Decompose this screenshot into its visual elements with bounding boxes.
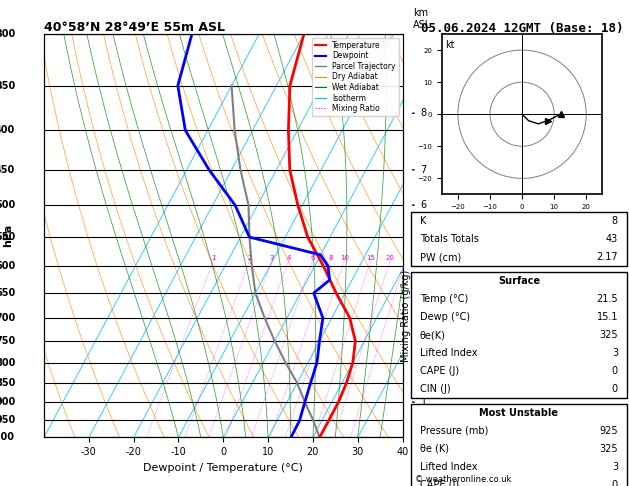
X-axis label: Dewpoint / Temperature (°C): Dewpoint / Temperature (°C) bbox=[143, 463, 303, 473]
Text: CIN (J): CIN (J) bbox=[420, 384, 450, 394]
Text: 800: 800 bbox=[0, 358, 15, 367]
Text: Lifted Index: Lifted Index bbox=[420, 462, 477, 471]
Text: © weatheronline.co.uk: © weatheronline.co.uk bbox=[415, 474, 511, 484]
Text: PW (cm): PW (cm) bbox=[420, 252, 461, 262]
Text: hPa: hPa bbox=[3, 224, 13, 247]
Text: 15: 15 bbox=[366, 255, 375, 260]
Legend: Temperature, Dewpoint, Parcel Trajectory, Dry Adiabat, Wet Adiabat, Isotherm, Mi: Temperature, Dewpoint, Parcel Trajectory… bbox=[311, 38, 399, 116]
Text: 750: 750 bbox=[0, 336, 15, 346]
Text: 900: 900 bbox=[0, 397, 15, 407]
Text: 650: 650 bbox=[0, 288, 15, 298]
Text: 300: 300 bbox=[0, 29, 15, 39]
Text: 325: 325 bbox=[599, 444, 618, 453]
Text: 4: 4 bbox=[286, 255, 291, 260]
Text: Dewp (°C): Dewp (°C) bbox=[420, 312, 470, 322]
Text: kt: kt bbox=[445, 40, 455, 51]
Text: 2: 2 bbox=[420, 358, 426, 367]
Text: 8: 8 bbox=[612, 216, 618, 226]
Text: 7: 7 bbox=[420, 165, 426, 175]
Text: 21.5: 21.5 bbox=[596, 294, 618, 304]
Text: Most Unstable: Most Unstable bbox=[479, 408, 559, 417]
Text: 10: 10 bbox=[340, 255, 349, 260]
Text: 0: 0 bbox=[612, 480, 618, 486]
Text: 925: 925 bbox=[599, 426, 618, 435]
Text: 400: 400 bbox=[0, 125, 15, 136]
FancyBboxPatch shape bbox=[411, 272, 626, 398]
Text: 2: 2 bbox=[247, 255, 252, 260]
Text: θe (K): θe (K) bbox=[420, 444, 449, 453]
Text: 8: 8 bbox=[328, 255, 333, 260]
Text: 850: 850 bbox=[0, 378, 15, 388]
Text: 0: 0 bbox=[612, 384, 618, 394]
Text: K: K bbox=[420, 216, 426, 226]
Text: CAPE (J): CAPE (J) bbox=[420, 480, 459, 486]
Text: 8: 8 bbox=[420, 108, 426, 118]
Text: 700: 700 bbox=[0, 313, 15, 323]
FancyBboxPatch shape bbox=[411, 212, 626, 266]
Text: Temp (°C): Temp (°C) bbox=[420, 294, 468, 304]
Text: 3: 3 bbox=[270, 255, 274, 260]
Text: 500: 500 bbox=[0, 200, 15, 210]
Text: Totals Totals: Totals Totals bbox=[420, 234, 479, 244]
Text: LCL: LCL bbox=[409, 407, 425, 416]
Text: 6: 6 bbox=[420, 200, 426, 210]
Text: 550: 550 bbox=[0, 232, 15, 242]
Text: 950: 950 bbox=[0, 415, 15, 425]
Text: 15.1: 15.1 bbox=[596, 312, 618, 322]
Text: 1: 1 bbox=[211, 255, 216, 260]
Text: 1: 1 bbox=[420, 397, 426, 407]
Text: 1000: 1000 bbox=[0, 433, 15, 442]
Text: Pressure (mb): Pressure (mb) bbox=[420, 426, 488, 435]
Text: 325: 325 bbox=[599, 330, 618, 340]
Text: 600: 600 bbox=[0, 261, 15, 271]
Text: 450: 450 bbox=[0, 165, 15, 175]
Text: km
ASL: km ASL bbox=[413, 8, 431, 30]
Text: Mixing Ratio (g/kg): Mixing Ratio (g/kg) bbox=[401, 270, 411, 362]
Text: 2.17: 2.17 bbox=[596, 252, 618, 262]
Text: 6: 6 bbox=[310, 255, 315, 260]
FancyBboxPatch shape bbox=[411, 403, 626, 486]
Text: 05.06.2024 12GMT (Base: 18): 05.06.2024 12GMT (Base: 18) bbox=[421, 22, 624, 35]
Text: 350: 350 bbox=[0, 81, 15, 91]
Text: θe(K): θe(K) bbox=[420, 330, 446, 340]
Text: 5: 5 bbox=[420, 232, 426, 242]
Text: Lifted Index: Lifted Index bbox=[420, 348, 477, 358]
Text: 3: 3 bbox=[612, 462, 618, 471]
Text: 43: 43 bbox=[606, 234, 618, 244]
Text: 3: 3 bbox=[612, 348, 618, 358]
Text: 0: 0 bbox=[612, 366, 618, 376]
Text: 3: 3 bbox=[420, 313, 426, 323]
Text: 4: 4 bbox=[420, 288, 426, 298]
Text: CAPE (J): CAPE (J) bbox=[420, 366, 459, 376]
Text: 40°58’N 28°49’E 55m ASL: 40°58’N 28°49’E 55m ASL bbox=[44, 21, 225, 34]
Text: 20: 20 bbox=[386, 255, 394, 260]
Text: Surface: Surface bbox=[498, 276, 540, 286]
